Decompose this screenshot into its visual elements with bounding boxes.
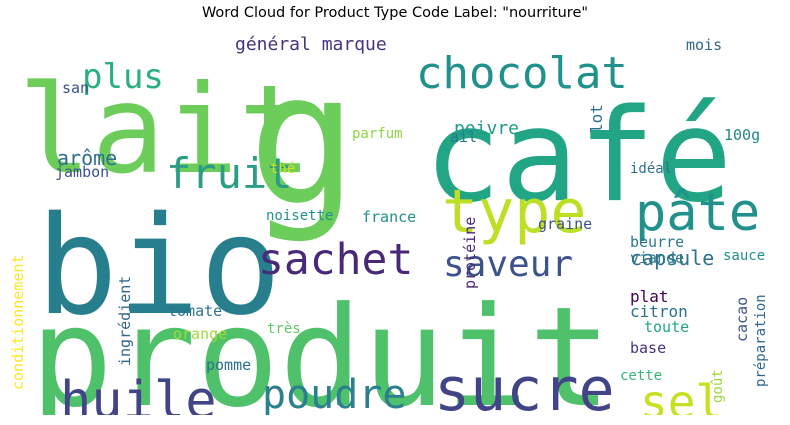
word-sel: sel	[640, 375, 723, 415]
word-capsule: capsule	[630, 246, 714, 270]
word-poudre: poudre	[262, 372, 407, 415]
word-cette: cette	[620, 368, 662, 384]
word-orange: orange	[173, 325, 227, 343]
word-noisette: noisette	[266, 208, 333, 224]
word-huile: huile	[60, 371, 217, 415]
word-mois: mois	[686, 36, 722, 54]
word-café: café	[424, 82, 732, 231]
word-toute: toute	[644, 318, 689, 336]
word-lot: lot	[587, 104, 606, 133]
word-parfum: parfum	[352, 126, 403, 142]
word-idéal: idéal	[630, 161, 672, 177]
word-conditionnement: conditionnement	[10, 255, 27, 390]
word-bio: bio	[36, 188, 282, 346]
word-ingrédient: ingrédient	[116, 276, 134, 366]
word-france: france	[362, 208, 416, 226]
word-jambon: jambon	[55, 163, 109, 181]
word-type: type	[442, 177, 587, 247]
word-citron: citron	[630, 302, 688, 321]
word-ail: ail	[450, 128, 477, 146]
word-fruit: fruit	[166, 149, 292, 198]
word-pomme: pomme	[206, 356, 251, 374]
word-saveur: saveur	[443, 244, 573, 285]
word-beurre: beurre	[630, 233, 684, 251]
word-général: général	[235, 34, 311, 55]
word-tomate: tomate	[168, 302, 222, 320]
word-cacao: cacao	[733, 297, 751, 342]
word-protéine: protéine	[461, 217, 479, 289]
word-viande: viande	[630, 249, 684, 267]
word-sucre: sucre	[434, 355, 615, 415]
word-général: général marque	[235, 34, 387, 55]
word-thé: thé	[270, 161, 295, 177]
word-base: base	[630, 339, 666, 357]
word-plus: plus	[82, 57, 164, 97]
word-préparation: préparation	[753, 294, 769, 387]
word-lait: lait	[18, 59, 312, 201]
word-produit: produit	[30, 277, 612, 415]
word-plat: plat	[630, 287, 669, 306]
word-goût: goût	[710, 369, 726, 403]
chart-title: Word Cloud for Product Type Code Label: …	[201, 5, 589, 21]
word-cloud: produit lait g café bio type sucre huile chocola…	[10, 30, 778, 415]
word-pâte: pâte	[635, 183, 760, 243]
word-marque: marque	[311, 34, 387, 55]
word-poivre: poivre	[454, 118, 519, 139]
word-sachet: sachet	[258, 235, 413, 285]
word-100g: 100g	[724, 126, 760, 144]
word-arôme: arôme	[57, 146, 117, 170]
word-graine: graine	[538, 215, 592, 233]
word-sauce: sauce	[723, 248, 765, 264]
word-très: très	[267, 321, 301, 337]
word-san: san	[62, 79, 89, 97]
word-chocolat: chocolat	[416, 48, 628, 99]
word-g: g	[248, 33, 358, 245]
